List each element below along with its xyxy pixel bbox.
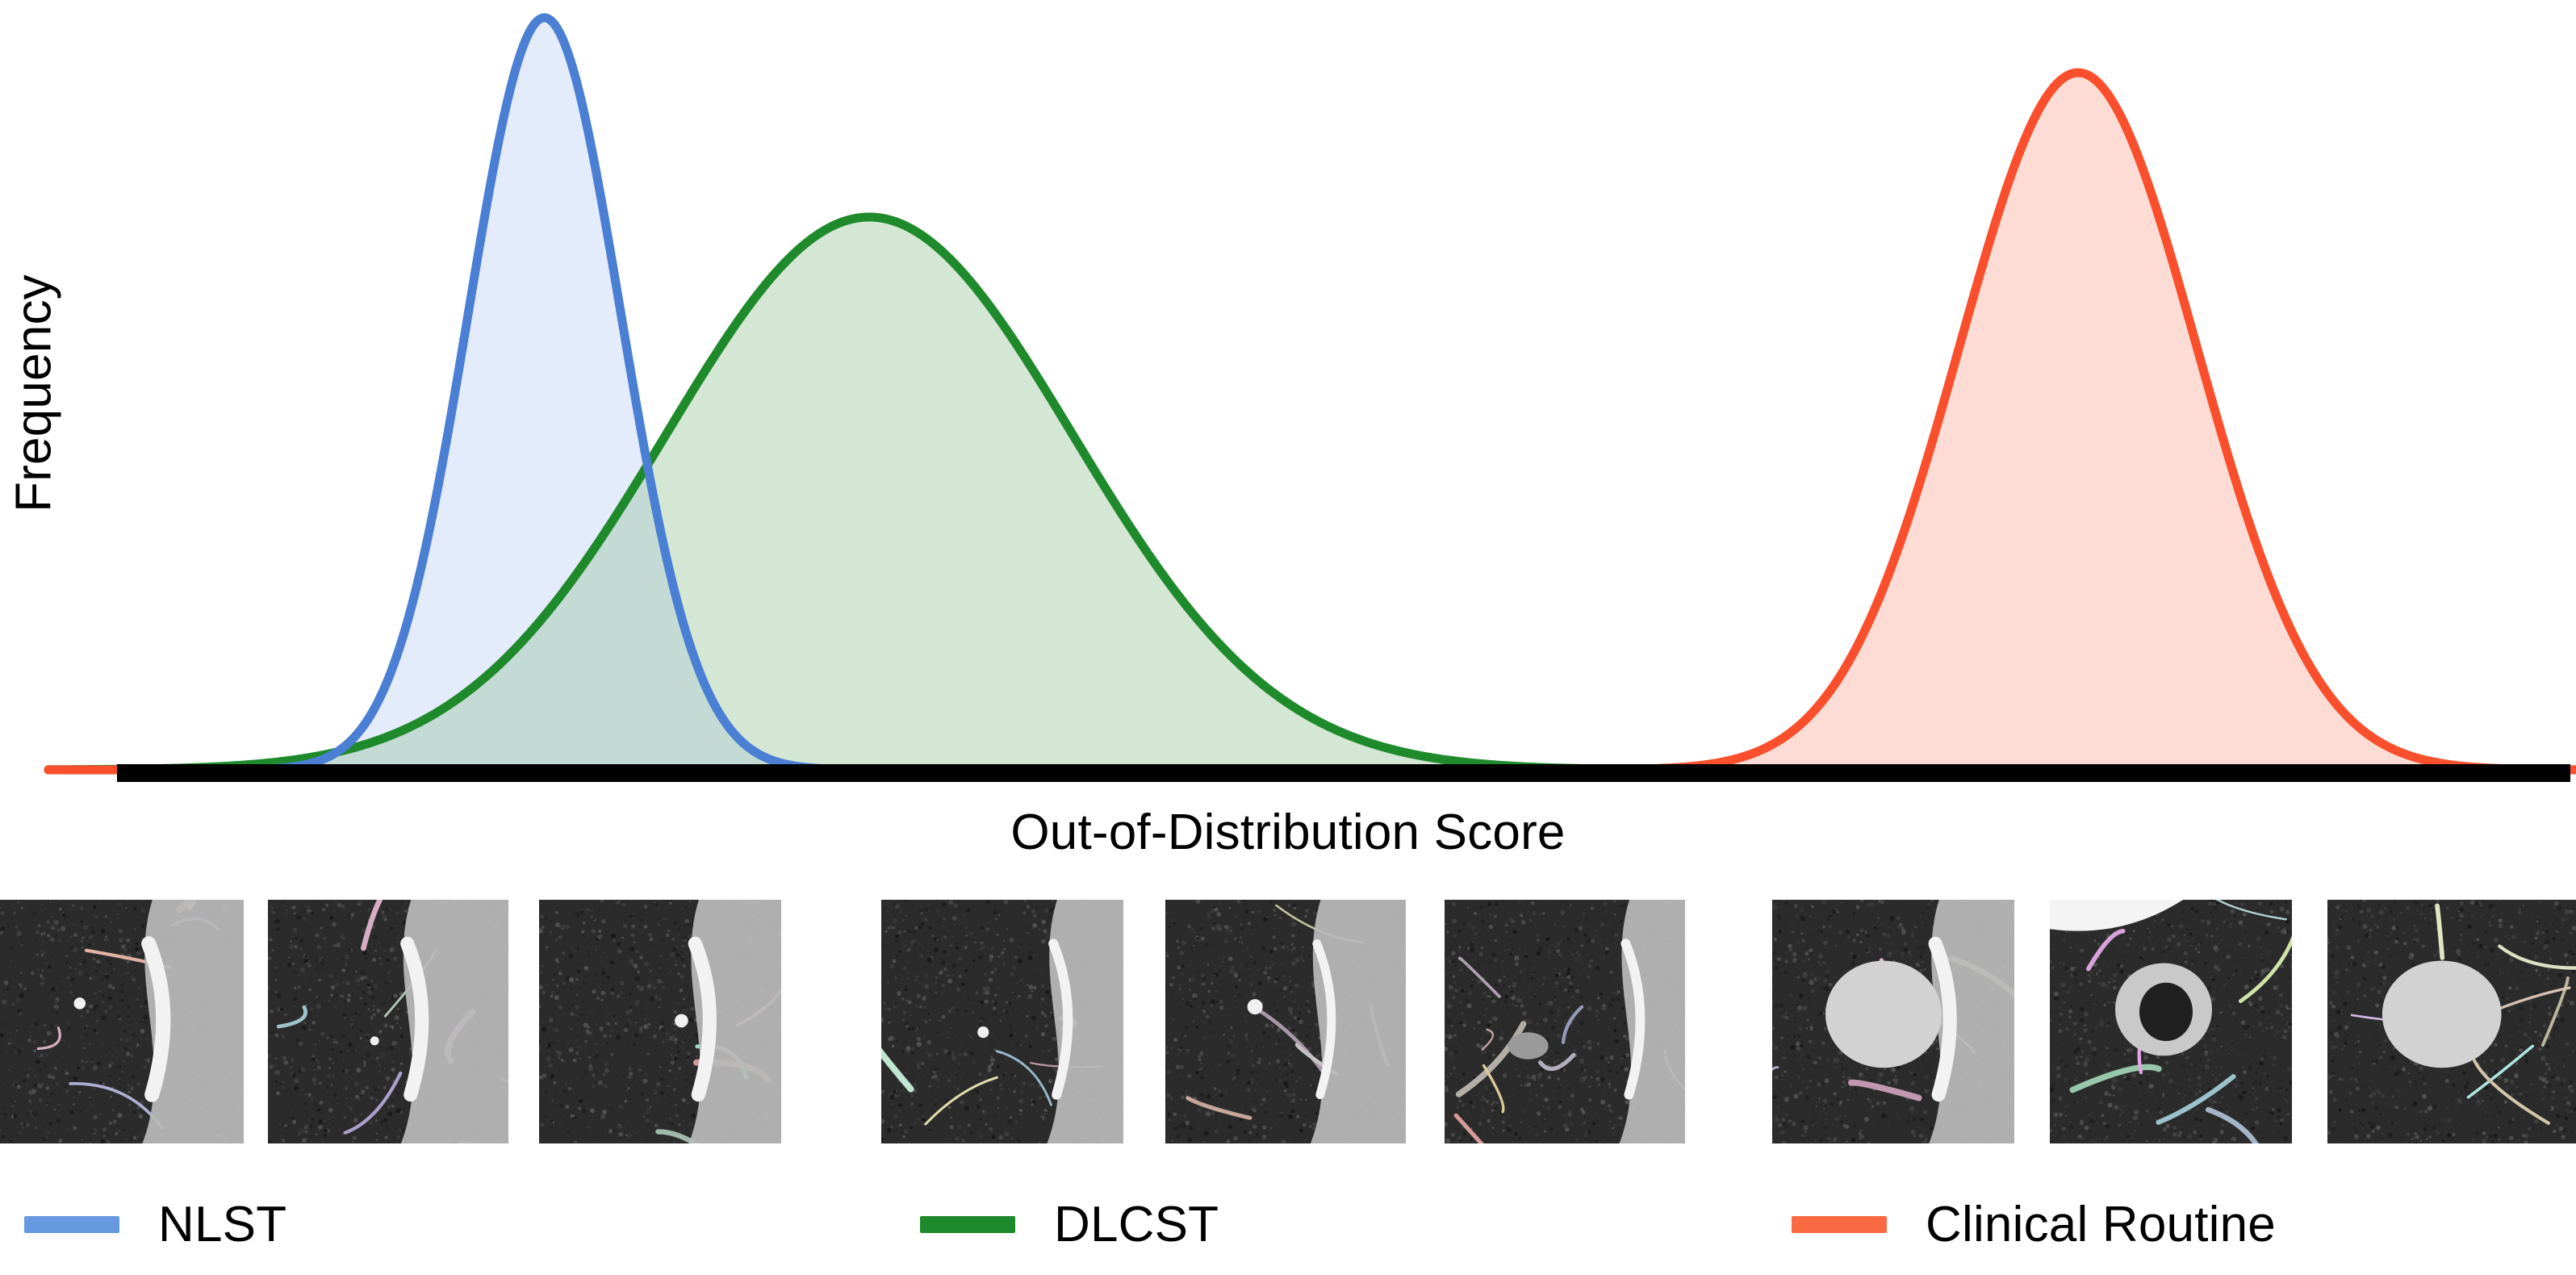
ct-thumbnail-row (0, 900, 2576, 1143)
distribution-plot: Frequency (6, 13, 2576, 782)
ct-patch-clinical-2 (2050, 900, 2292, 1143)
area-clinical-routine (48, 73, 2576, 771)
legend-item-nlst[interactable]: NLST (24, 1174, 286, 1275)
legend-swatch-icon (1792, 1216, 1887, 1233)
legend-label: DLCST (1054, 1197, 1219, 1252)
ct-patch-dlcst-2 (1165, 900, 1406, 1143)
legend-label: NLST (158, 1197, 287, 1252)
ct-patch-nlst-1 (0, 900, 244, 1143)
legend-swatch-icon (920, 1216, 1015, 1233)
area-nlst (48, 18, 2576, 770)
ct-patch-nlst-2 (268, 900, 508, 1143)
legend-item-clinical-routine[interactable]: Clinical Routine (1792, 1174, 2276, 1275)
area-overlap-nlst-dlcst (48, 216, 2576, 770)
ct-patch-nlst-3 (539, 900, 781, 1143)
legend-label: Clinical Routine (1926, 1197, 2276, 1252)
ct-patch-dlcst-1 (881, 900, 1123, 1143)
legend: NLST DLCST Clinical Routine (0, 1174, 2576, 1275)
ct-patch-clinical-1 (1772, 900, 2014, 1143)
y-axis-label: Frequency (6, 274, 62, 512)
ct-patch-clinical-3 (2327, 900, 2576, 1143)
x-axis-label: Out-of-Distribution Score (1010, 805, 1566, 860)
legend-swatch-icon (24, 1216, 119, 1233)
legend-item-dlcst[interactable]: DLCST (920, 1174, 1219, 1275)
ct-patch-dlcst-3 (1445, 900, 1685, 1143)
density-curves-svg (44, 13, 2576, 782)
